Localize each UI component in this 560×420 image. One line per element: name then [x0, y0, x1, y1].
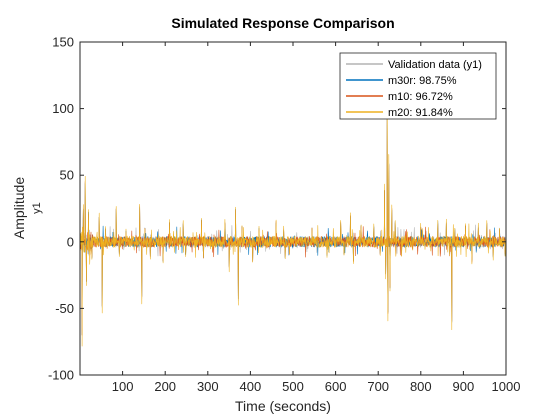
- x-tick-label: 300: [197, 379, 219, 394]
- y-tick-label: 100: [52, 101, 74, 116]
- series-line: [79, 97, 507, 347]
- axis-ticks: 100 200 300 400 500 600 700 800 900 1000 -100 -50 0 5…: [48, 35, 520, 395]
- chart-title: Simulated Response Comparison: [171, 15, 394, 31]
- series-lines: [79, 97, 507, 347]
- x-tick-label: 100: [112, 379, 134, 394]
- legend[interactable]: Validation data (y1) m30r: 98.75% m10: 96.…: [339, 52, 497, 120]
- y-tick-label: 0: [67, 234, 74, 249]
- x-tick-label: 900: [453, 379, 475, 394]
- y-tick-label: 150: [52, 35, 74, 50]
- legend-entry-label: m20: 91.84%: [388, 107, 453, 119]
- legend-entry-label: m10: 96.72%: [388, 91, 453, 103]
- y-tick-label: -50: [55, 301, 74, 316]
- y-tick-label: 50: [60, 168, 74, 183]
- legend-entry-label: m30r: 98.75%: [388, 75, 457, 87]
- x-tick-label: 500: [282, 379, 304, 394]
- x-tick-label: 400: [240, 379, 262, 394]
- y-tick-label: -100: [48, 368, 74, 383]
- legend-items: Validation data (y1) m30r: 98.75% m10: 96.…: [346, 59, 482, 119]
- x-tick-label: 600: [325, 379, 347, 394]
- x-tick-label: 800: [410, 379, 432, 394]
- x-tick-label: 1000: [492, 379, 521, 394]
- legend-entry-label: Validation data (y1): [388, 59, 482, 71]
- x-tick-label: 700: [367, 379, 389, 394]
- x-tick-label: 200: [154, 379, 176, 394]
- channel-label: y1: [31, 202, 43, 214]
- y-axis-label: Amplitude: [11, 177, 27, 239]
- x-axis-label: Time (seconds): [235, 398, 331, 414]
